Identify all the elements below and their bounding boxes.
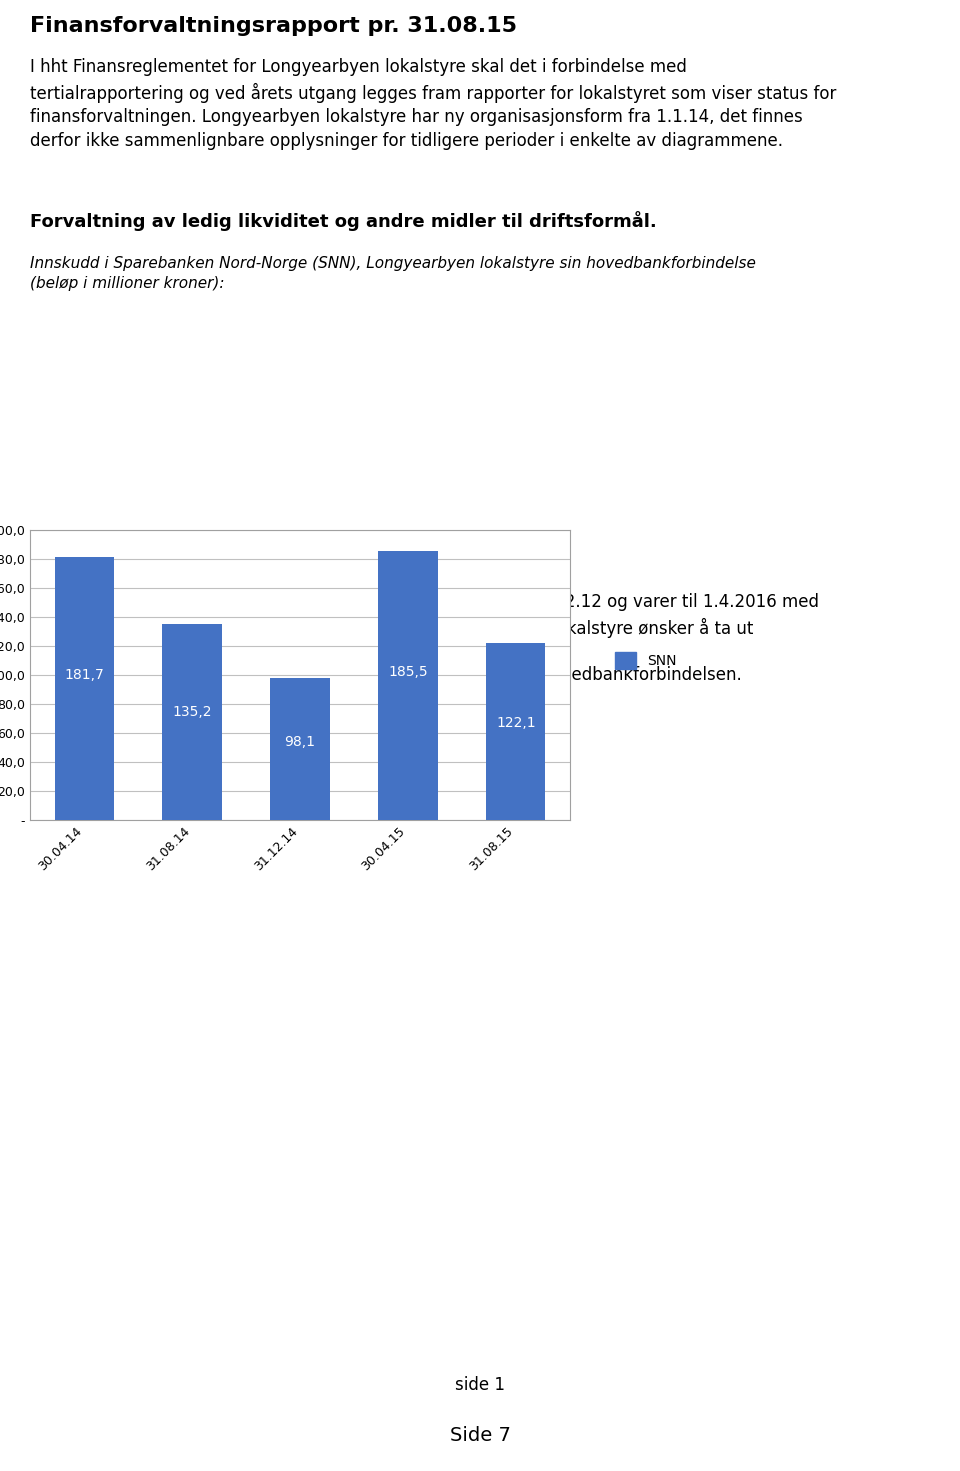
- Text: Finansreglementet tillater at inntil 300 mill kr er plassert hos hovedbankforbin: Finansreglementet tillater at inntil 300…: [30, 666, 742, 684]
- Text: 181,7: 181,7: [64, 668, 104, 683]
- Text: I hht Finansreglementet for Longyearbyen lokalstyre skal det i forbindelse med
t: I hht Finansreglementet for Longyearbyen…: [30, 57, 836, 150]
- Text: Innskudd i Sparebanken Nord-Norge (SNN), Longyearbyen lokalstyre sin hovedbankfo: Innskudd i Sparebanken Nord-Norge (SNN),…: [30, 256, 756, 291]
- Bar: [378, 552, 438, 819]
- Text: Side 7: Side 7: [449, 1425, 511, 1445]
- Text: 185,5: 185,5: [388, 665, 428, 680]
- Text: Finansforvaltningsrapport pr. 31.08.15: Finansforvaltningsrapport pr. 31.08.15: [30, 16, 517, 35]
- Text: 98,1: 98,1: [284, 736, 316, 749]
- Text: Hovedbankavtalen med Sparebank1 Nord-Norge trådte i kraft 1.2.12 og varer til 1.: Hovedbankavtalen med Sparebank1 Nord-Nor…: [30, 591, 819, 660]
- Text: side 1: side 1: [455, 1375, 505, 1395]
- Legend: SNN: SNN: [610, 646, 682, 675]
- Bar: [55, 556, 114, 819]
- Bar: [162, 624, 222, 819]
- Text: 122,1: 122,1: [496, 715, 536, 730]
- Text: Forvaltning av ledig likviditet og andre midler til driftsformål.: Forvaltning av ledig likviditet og andre…: [30, 210, 657, 231]
- Bar: [486, 643, 545, 819]
- Bar: [271, 678, 329, 819]
- Text: 135,2: 135,2: [173, 705, 212, 719]
